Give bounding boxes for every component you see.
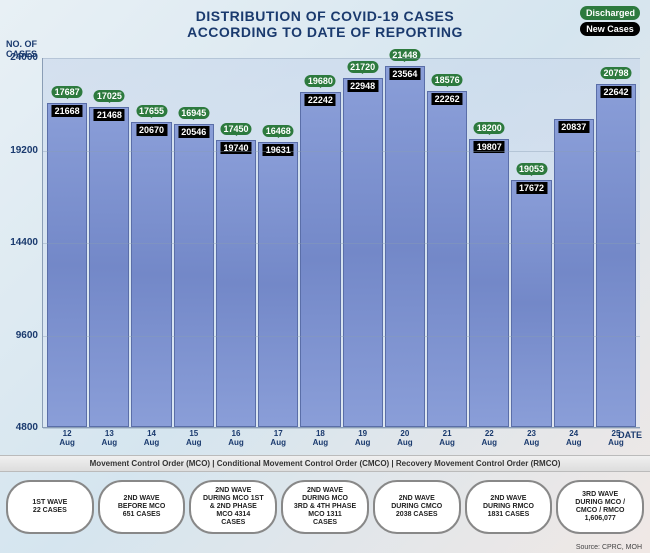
legend: Discharged New Cases (580, 6, 640, 38)
new-cases-label: 21468 (94, 109, 125, 121)
xaxis-label: DATE (618, 430, 642, 440)
xtick-label: 21Aug (439, 430, 455, 448)
grid-line (43, 243, 640, 244)
discharged-label: 19680 (305, 75, 336, 87)
xtick-label: 12Aug (59, 430, 75, 448)
wave-pill: 2ND WAVEBEFORE MCO651 CASES (98, 480, 186, 534)
discharged-label: 18200 (474, 122, 505, 134)
discharged-label: 21720 (347, 61, 378, 73)
discharged-label: 20798 (600, 67, 631, 79)
waves-row: 1ST WAVE22 CASES2ND WAVEBEFORE MCO651 CA… (0, 476, 650, 538)
xtick-label: 24Aug (566, 430, 582, 448)
bar (216, 140, 256, 427)
mco-note: Movement Control Order (MCO) | Condition… (0, 455, 650, 472)
wave-pill: 3RD WAVEDURING MCO /CMCO / RMCO1,606,077 (556, 480, 644, 534)
bar (596, 84, 636, 427)
grid-line (43, 336, 640, 337)
new-cases-label: 22242 (305, 94, 336, 106)
bar (343, 78, 383, 427)
source-text: Source: CPRC, MOH (576, 544, 642, 551)
discharged-label: 17025 (94, 90, 125, 102)
wave-pill: 2ND WAVEDURING MCO 1ST& 2ND PHASEMCO 431… (189, 480, 277, 534)
wave-pill: 1ST WAVE22 CASES (6, 480, 94, 534)
xtick-label: 13Aug (102, 430, 118, 448)
new-cases-label: 22262 (432, 93, 463, 105)
bar (300, 92, 340, 427)
title-line-2: ACCORDING TO DATE OF REPORTING (0, 24, 650, 40)
bar (469, 139, 509, 427)
discharged-label: 18576 (432, 74, 463, 86)
wave-pill: 2ND WAVEDURING RMCO1831 CASES (465, 480, 553, 534)
xtick-label: 18Aug (313, 430, 329, 448)
discharged-label: 16468 (263, 125, 294, 137)
xtick-label: 17Aug (270, 430, 286, 448)
grid-line (43, 428, 640, 429)
discharged-label: 17450 (220, 123, 251, 135)
ytick-label: 14400 (0, 237, 38, 248)
xtick-label: 19Aug (355, 430, 371, 448)
new-cases-label: 19740 (220, 142, 251, 154)
ytick-label: 24000 (0, 52, 38, 63)
xtick-label: 20Aug (397, 430, 413, 448)
title-line-1: DISTRIBUTION OF COVID-19 CASES (0, 8, 650, 24)
bar (511, 180, 551, 427)
discharged-label: 17655 (136, 105, 167, 117)
ytick-label: 19200 (0, 145, 38, 156)
xtick-label: 16Aug (228, 430, 244, 448)
xtick-label: 22Aug (482, 430, 498, 448)
new-cases-label: 20837 (558, 121, 589, 133)
legend-discharged: Discharged (580, 6, 640, 20)
discharged-label: 16945 (178, 107, 209, 119)
xtick-label: 15Aug (186, 430, 202, 448)
wave-pill: 2ND WAVEDURING MCO3RD & 4TH PHASEMCO 131… (281, 480, 369, 534)
legend-new-cases: New Cases (580, 22, 640, 36)
ytick-label: 4800 (0, 422, 38, 433)
chart-area: 216681768712Aug214681702513Aug2067017655… (42, 58, 640, 428)
new-cases-label: 20670 (136, 124, 167, 136)
grid-line (43, 58, 640, 59)
new-cases-label: 22948 (347, 80, 378, 92)
bar (174, 124, 214, 427)
bar (554, 119, 594, 427)
ytick-label: 9600 (0, 330, 38, 341)
grid-line (43, 151, 640, 152)
xtick-label: 23Aug (524, 430, 540, 448)
discharged-label: 17687 (52, 86, 83, 98)
bar (427, 91, 467, 427)
xtick-label: 14Aug (144, 430, 160, 448)
new-cases-label: 21668 (52, 105, 83, 117)
bar (131, 122, 171, 427)
new-cases-label: 20546 (178, 126, 209, 138)
wave-pill: 2ND WAVEDURING CMCO2038 CASES (373, 480, 461, 534)
new-cases-label: 17672 (516, 182, 547, 194)
new-cases-label: 23564 (389, 68, 420, 80)
bar (89, 107, 129, 427)
bar (385, 66, 425, 427)
discharged-label: 21448 (389, 49, 420, 61)
discharged-label: 19053 (516, 163, 547, 175)
bar (258, 142, 298, 427)
chart-title: DISTRIBUTION OF COVID-19 CASES ACCORDING… (0, 0, 650, 42)
new-cases-label: 22642 (600, 86, 631, 98)
